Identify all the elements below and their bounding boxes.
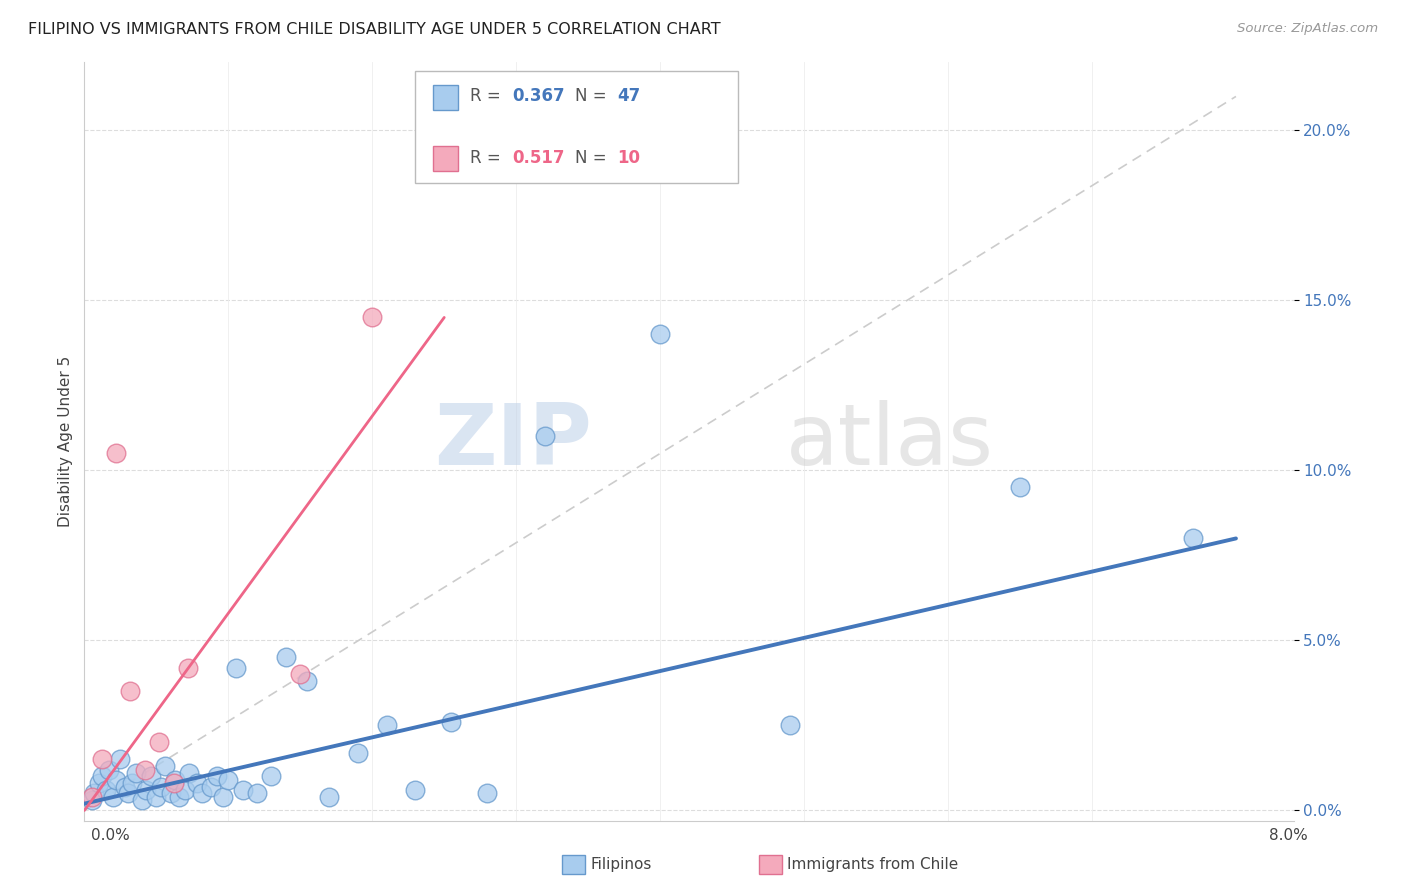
Text: 0.367: 0.367	[512, 87, 564, 105]
Text: Filipinos: Filipinos	[591, 857, 652, 871]
Point	[134, 763, 156, 777]
Point	[148, 735, 170, 749]
Point	[217, 772, 239, 787]
Point	[186, 776, 208, 790]
Point	[650, 327, 672, 342]
Point	[117, 787, 139, 801]
Point	[80, 793, 103, 807]
Point	[125, 766, 148, 780]
Text: 8.0%: 8.0%	[1268, 828, 1308, 843]
Point	[375, 718, 398, 732]
Point	[94, 783, 117, 797]
Point	[205, 769, 228, 783]
Point	[225, 660, 247, 674]
Point	[246, 787, 269, 801]
Point	[159, 787, 181, 801]
Point	[90, 769, 112, 783]
Point	[131, 793, 153, 807]
Point	[1181, 532, 1204, 546]
Point	[361, 310, 384, 325]
Point	[80, 789, 103, 804]
Point	[174, 783, 197, 797]
Point	[260, 769, 283, 783]
Y-axis label: Disability Age Under 5: Disability Age Under 5	[58, 356, 73, 527]
Text: Source: ZipAtlas.com: Source: ZipAtlas.com	[1237, 22, 1378, 36]
Point	[440, 714, 463, 729]
Point	[162, 776, 184, 790]
Text: N =: N =	[575, 87, 612, 105]
Text: 0.517: 0.517	[512, 149, 564, 167]
Point	[153, 759, 176, 773]
Text: atlas: atlas	[786, 400, 994, 483]
Text: 47: 47	[617, 87, 641, 105]
Text: 0.0%: 0.0%	[91, 828, 131, 843]
Text: ZIP: ZIP	[434, 400, 592, 483]
Point	[97, 763, 120, 777]
Point	[318, 789, 340, 804]
Point	[139, 769, 162, 783]
Point	[105, 772, 128, 787]
Text: FILIPINO VS IMMIGRANTS FROM CHILE DISABILITY AGE UNDER 5 CORRELATION CHART: FILIPINO VS IMMIGRANTS FROM CHILE DISABI…	[28, 22, 721, 37]
Point	[274, 650, 297, 665]
Point	[534, 429, 557, 443]
Point	[145, 789, 167, 804]
Point	[200, 780, 222, 794]
Point	[90, 752, 112, 766]
Point	[105, 446, 128, 460]
Point	[232, 783, 254, 797]
Point	[404, 783, 426, 797]
Text: 10: 10	[617, 149, 640, 167]
Point	[297, 674, 319, 689]
Point	[179, 766, 201, 780]
Text: N =: N =	[575, 149, 612, 167]
Point	[135, 783, 157, 797]
Point	[191, 787, 214, 801]
Text: R =: R =	[470, 87, 506, 105]
Point	[290, 667, 312, 681]
Point	[149, 780, 172, 794]
Point	[114, 780, 136, 794]
Point	[211, 789, 233, 804]
Point	[477, 787, 499, 801]
Text: R =: R =	[470, 149, 506, 167]
Point	[87, 776, 110, 790]
Point	[121, 776, 143, 790]
Point	[1008, 480, 1031, 494]
Point	[169, 789, 191, 804]
Point	[779, 718, 801, 732]
Point	[83, 787, 105, 801]
Point	[165, 772, 187, 787]
Point	[177, 660, 200, 674]
Point	[347, 746, 370, 760]
Point	[110, 752, 132, 766]
Text: Immigrants from Chile: Immigrants from Chile	[787, 857, 959, 871]
Point	[101, 789, 124, 804]
Point	[120, 684, 142, 698]
